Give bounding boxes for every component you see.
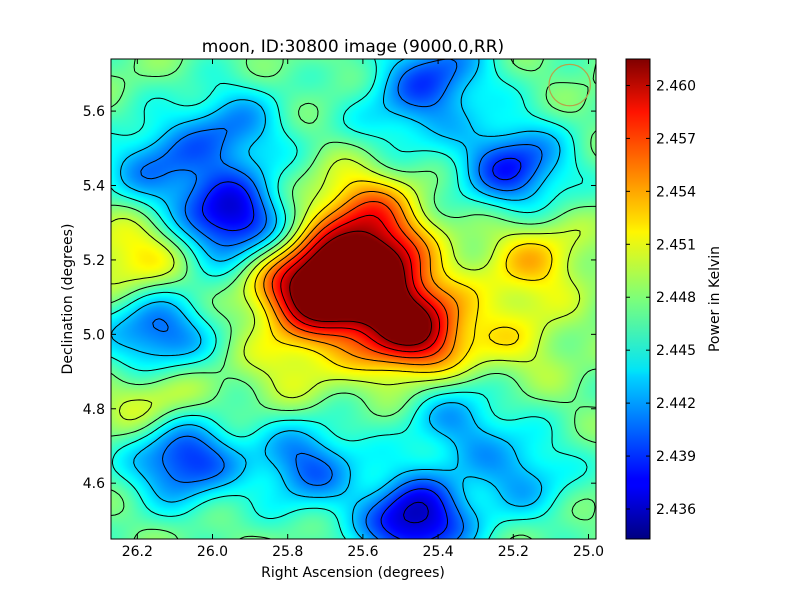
colorbar-tick-label: 2.448	[656, 290, 696, 306]
y-axis-label: Declination (degrees)	[60, 224, 76, 375]
heatmap-image	[111, 59, 596, 539]
contour-line	[202, 157, 522, 539]
y-axis: 4.6 4.8 5.0 5.2 5.4 5.6	[83, 104, 596, 492]
y-tick-label: 4.8	[83, 402, 105, 418]
colorbar-label: Power in Kelvin	[707, 246, 723, 352]
plot-area	[110, 58, 597, 540]
contour-line	[254, 180, 553, 373]
colorbar-tick-label: 2.439	[656, 449, 696, 465]
colorbar-tick-label: 2.454	[656, 184, 696, 200]
x-axis: 26.2 26.0 25.8 25.6 25.4 25.2 25.0	[122, 59, 604, 560]
x-tick-label: 25.4	[423, 544, 454, 560]
contour-line	[289, 230, 432, 346]
beam-marker	[548, 63, 591, 107]
y-tick-label: 4.6	[83, 476, 105, 492]
colorbar-gradient	[626, 59, 650, 539]
y-tick-label: 5.4	[83, 179, 105, 195]
contour-line	[111, 59, 561, 539]
contour-line	[140, 59, 543, 539]
colorbar-ticks: 2.436 2.439 2.442 2.445 2.448 2.451 2.454 2.457…	[626, 78, 696, 518]
contour-line	[263, 191, 459, 366]
x-tick-label: 25.8	[272, 544, 303, 560]
contour-line	[111, 59, 596, 539]
colorbar: 2.436 2.439 2.442 2.445 2.448 2.451 2.454 2.457…	[625, 58, 723, 540]
plot-frame	[110, 58, 597, 540]
colorbar-tick-label: 2.445	[656, 343, 696, 359]
contour-line	[403, 501, 429, 524]
colorbar-frame	[625, 58, 651, 540]
colorbar-tick-label: 2.436	[656, 502, 696, 518]
colorbar-tick-label: 2.457	[656, 131, 696, 147]
x-tick-label: 25.2	[498, 544, 529, 560]
chart-title: moon, ID:30800 image (9000.0,RR)	[202, 37, 504, 57]
contour-line	[271, 201, 449, 359]
contour-line	[111, 158, 581, 421]
colorbar-tick-label: 2.451	[656, 237, 696, 253]
y-tick-label: 5.6	[83, 104, 105, 120]
contour-line	[280, 214, 441, 353]
x-tick-label: 25.6	[347, 544, 378, 560]
x-tick-label: 25.0	[573, 544, 604, 560]
x-axis-label: Right Ascension (degrees)	[261, 565, 445, 581]
colorbar-tick-label: 2.442	[656, 396, 696, 412]
contour-line	[111, 59, 588, 539]
x-tick-label: 26.2	[122, 544, 153, 560]
y-tick-label: 5.0	[83, 327, 105, 343]
y-tick-label: 5.2	[83, 253, 105, 269]
x-tick-label: 26.0	[197, 544, 228, 560]
colorbar-tick-label: 2.460	[656, 78, 696, 94]
contour-lines	[111, 59, 596, 539]
